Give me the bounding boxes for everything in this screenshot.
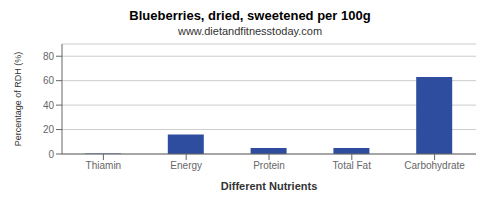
svg-text:Percentage of RDH (%): Percentage of RDH (%) [13, 52, 23, 147]
svg-text:Energy: Energy [170, 160, 202, 171]
svg-text:40: 40 [43, 100, 55, 111]
svg-text:Carbohydrate: Carbohydrate [404, 160, 465, 171]
svg-text:Protein: Protein [253, 160, 285, 171]
svg-text:Total Fat: Total Fat [333, 160, 372, 171]
html-text:www.dietandfitnesstoday.com: www.dietandfitnesstoday.com [178, 25, 322, 37]
svg-text:Thiamin: Thiamin [86, 160, 122, 171]
html-text:Blueberries, dried, sweetened: Blueberries, dried, sweetened per 100g [129, 8, 371, 23]
svg-text:0: 0 [48, 149, 54, 160]
svg-text:60: 60 [43, 75, 55, 86]
svg-text:Different Nutrients: Different Nutrients [221, 180, 318, 190]
svg-text:20: 20 [43, 124, 55, 135]
svg-text:80: 80 [43, 51, 55, 62]
